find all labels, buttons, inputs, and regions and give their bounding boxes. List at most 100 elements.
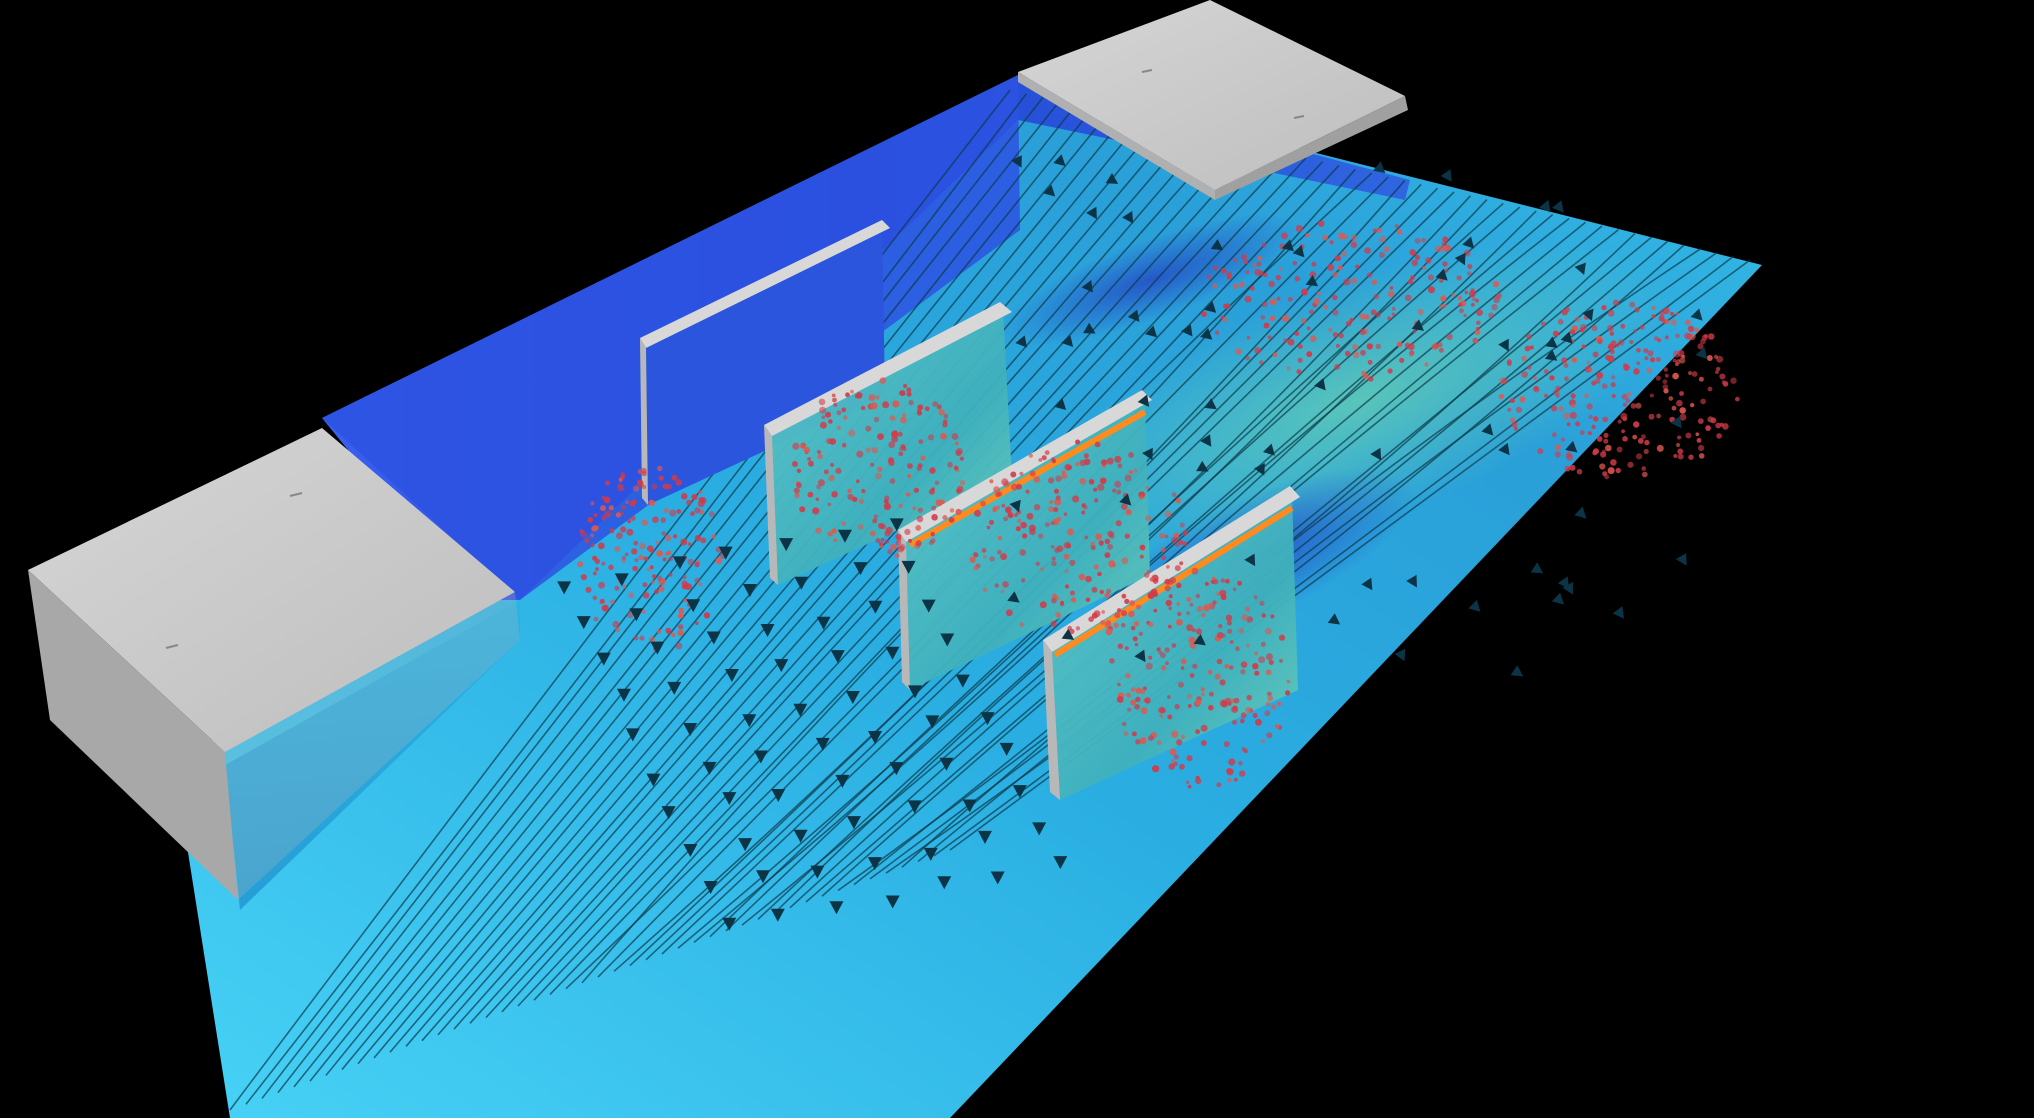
particle — [1061, 473, 1068, 479]
particle — [836, 410, 842, 416]
particle — [889, 478, 896, 484]
particle — [1566, 453, 1574, 461]
particle — [873, 514, 879, 519]
particle — [1189, 642, 1197, 649]
particle — [1366, 272, 1373, 278]
particle — [1586, 403, 1593, 410]
particle — [1050, 545, 1055, 549]
particle — [1104, 552, 1111, 558]
arrow-head — [1574, 262, 1586, 276]
particle — [665, 627, 671, 634]
particle — [932, 401, 938, 407]
particle — [652, 516, 659, 523]
arrow-head — [1530, 562, 1544, 574]
particle — [634, 558, 639, 563]
arrow-head — [1435, 268, 1448, 281]
arrow-head — [1373, 161, 1386, 174]
particle — [1571, 403, 1576, 408]
particle — [877, 433, 884, 440]
particle — [1705, 425, 1711, 431]
particle — [1627, 461, 1634, 468]
particle — [856, 392, 863, 399]
particle — [1079, 478, 1086, 485]
particle — [1396, 229, 1403, 235]
particle — [817, 453, 823, 460]
arrow-head — [793, 829, 808, 843]
particle — [1100, 620, 1106, 625]
particle — [899, 544, 906, 551]
particle — [1408, 279, 1414, 285]
particle — [831, 528, 837, 534]
particle — [1227, 778, 1232, 783]
particle — [1286, 366, 1291, 371]
particle — [1208, 691, 1214, 697]
particle — [1621, 429, 1625, 434]
arrow-head — [907, 800, 922, 814]
particle — [1097, 483, 1105, 491]
particle — [1603, 438, 1609, 444]
particle — [792, 442, 800, 450]
particle — [907, 474, 912, 479]
particle — [899, 447, 903, 451]
particle — [704, 613, 710, 619]
streamline — [469, 146, 1258, 1024]
particle — [1417, 308, 1424, 316]
particle — [1279, 659, 1283, 663]
particle — [1016, 509, 1022, 515]
particle — [683, 598, 688, 603]
particle — [949, 508, 955, 513]
streamline — [437, 138, 1225, 1036]
particle — [888, 459, 895, 466]
particle — [1212, 283, 1218, 289]
particle — [1085, 575, 1092, 583]
particle — [1176, 582, 1182, 589]
particle — [1271, 704, 1277, 710]
particle — [832, 397, 837, 403]
particle — [1286, 679, 1291, 684]
particle — [1243, 259, 1249, 265]
particle — [1063, 512, 1068, 516]
streamline — [757, 214, 1554, 920]
particle — [1474, 329, 1481, 336]
particle — [973, 552, 979, 558]
particle — [1632, 434, 1638, 440]
particle — [1700, 398, 1706, 405]
arrow-head — [937, 876, 952, 890]
particle — [1691, 371, 1698, 377]
particle — [600, 505, 606, 512]
particle — [1128, 452, 1134, 458]
particle — [683, 582, 689, 588]
particle — [1083, 453, 1089, 459]
particle — [638, 554, 644, 561]
particle — [668, 572, 673, 577]
arrow-head — [1210, 239, 1224, 251]
particle — [1261, 301, 1268, 308]
inlet-block — [28, 428, 520, 900]
particle — [1026, 512, 1034, 520]
particle — [1427, 274, 1434, 281]
particle — [1124, 598, 1130, 605]
outlet-block — [1018, 0, 1408, 200]
particle — [1222, 316, 1229, 323]
particle — [894, 553, 900, 559]
particle — [845, 392, 850, 398]
particle — [1564, 376, 1569, 382]
arrow-head — [939, 757, 954, 771]
particle — [1081, 503, 1086, 508]
particle — [1274, 724, 1280, 729]
particle — [1653, 336, 1659, 341]
particle — [1139, 495, 1144, 500]
particle — [857, 523, 864, 530]
particle — [630, 515, 636, 521]
particle — [1492, 281, 1499, 288]
particle — [669, 509, 677, 517]
arrow-head — [1468, 599, 1481, 612]
particle — [1114, 480, 1122, 488]
particle — [1252, 713, 1258, 718]
particle — [609, 528, 615, 534]
particle — [1226, 768, 1231, 773]
particle — [1605, 444, 1612, 452]
particle — [902, 412, 907, 418]
particle — [655, 540, 660, 545]
particle — [906, 387, 912, 393]
